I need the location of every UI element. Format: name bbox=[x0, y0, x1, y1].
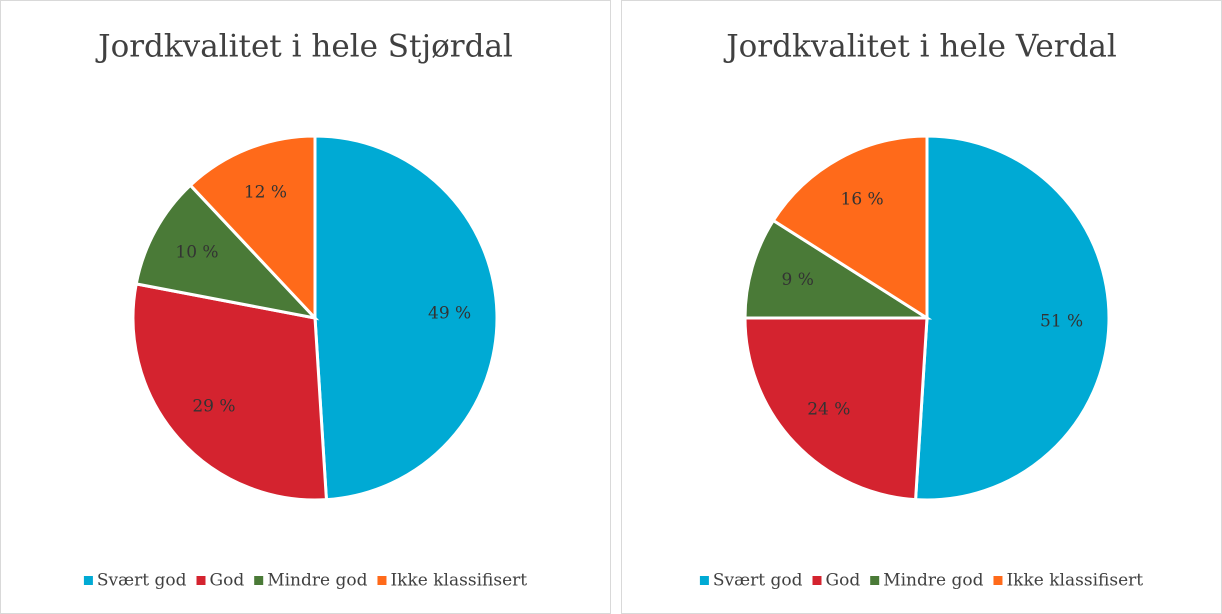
legend-marker bbox=[196, 576, 206, 585]
pie-slice bbox=[913, 134, 1111, 502]
legend-marker bbox=[993, 576, 1003, 585]
legend-marker bbox=[377, 576, 387, 585]
data-label: 12 % bbox=[244, 182, 287, 202]
pie-slice bbox=[188, 134, 317, 322]
data-label: 9 % bbox=[781, 270, 813, 290]
legend-label: Ikke klassifisert bbox=[1006, 571, 1143, 591]
legend-marker bbox=[699, 576, 709, 585]
pie-slice bbox=[131, 282, 329, 502]
data-label: 51 % bbox=[1040, 312, 1083, 332]
data-label: 16 % bbox=[841, 189, 884, 209]
pie-slice bbox=[771, 134, 929, 321]
legend-label: Mindre god bbox=[883, 571, 983, 591]
chart-title: Jordkvalitet i hele Stjørdal bbox=[95, 29, 513, 65]
chart-title: Jordkvalitet i hele Verdal bbox=[723, 29, 1117, 65]
pie-slice bbox=[134, 183, 320, 321]
legend-label: Svært god bbox=[713, 571, 803, 591]
data-label: 29 % bbox=[192, 397, 235, 417]
legend-marker bbox=[812, 576, 822, 585]
legend-marker bbox=[254, 576, 264, 585]
data-label: 49 % bbox=[428, 303, 471, 323]
legend-label: Mindre god bbox=[267, 571, 367, 591]
legend-label: Svært god bbox=[97, 571, 187, 591]
pie-slice bbox=[743, 316, 929, 502]
pie-slice bbox=[743, 218, 933, 320]
pie-slice bbox=[313, 134, 499, 502]
legend-label: God bbox=[210, 571, 245, 591]
data-label: 24 % bbox=[807, 400, 850, 420]
legend-label: Ikke klassifisert bbox=[390, 571, 527, 591]
legend-marker bbox=[83, 576, 93, 585]
legend-marker bbox=[870, 576, 880, 585]
data-label: 10 % bbox=[175, 243, 218, 263]
legend-label: God bbox=[826, 571, 861, 591]
